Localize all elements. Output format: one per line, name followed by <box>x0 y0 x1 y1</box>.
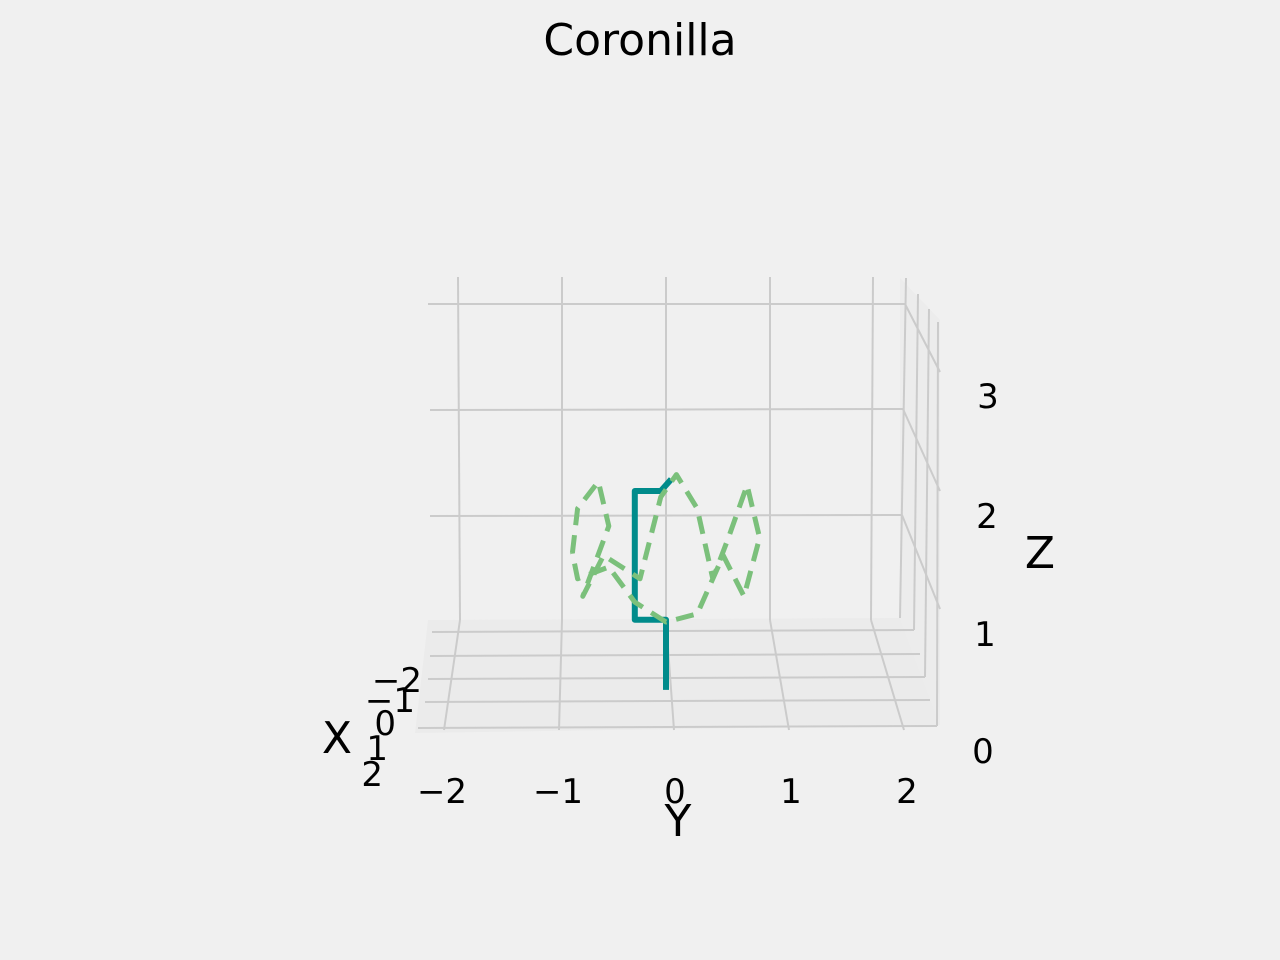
grid-line <box>870 276 874 621</box>
series-layer <box>569 472 763 690</box>
x-tick-labels: −2 −1 0 1 2 <box>361 661 422 795</box>
grid-line <box>429 514 903 517</box>
x-tick-label: 0 <box>374 704 396 744</box>
series-line-2 <box>569 472 763 625</box>
grid-line <box>901 514 941 610</box>
grid-line <box>936 321 939 727</box>
x-axis-label: X <box>322 713 352 764</box>
grid-line <box>899 277 907 619</box>
z-tick-label: 3 <box>977 377 999 417</box>
grid-line <box>431 629 915 633</box>
z-tick-label: 0 <box>972 732 994 772</box>
grid-line <box>424 699 931 703</box>
z-tick-label: 1 <box>974 615 996 655</box>
y-tick-label: −2 <box>417 772 467 812</box>
y-tick-labels: −2 −1 0 1 2 <box>417 772 918 812</box>
grid-line <box>457 276 461 621</box>
grid-line <box>769 619 790 731</box>
y-tick-label: 2 <box>896 772 918 812</box>
grid-line <box>924 308 930 678</box>
axes-panes <box>415 278 940 733</box>
x-tick-label: 1 <box>366 729 388 769</box>
x-tick-label: −1 <box>365 681 415 721</box>
side-pane <box>900 278 940 725</box>
grid-line <box>902 408 941 492</box>
grid-line <box>913 293 919 631</box>
y-axis-label: Y <box>664 796 692 847</box>
x-tick-label: −2 <box>372 661 422 701</box>
y-tick-label: 1 <box>780 772 802 812</box>
grid-line <box>427 676 926 680</box>
chart-title: Coronilla <box>543 15 736 66</box>
z-tick-labels: 0 1 2 3 <box>972 377 999 772</box>
y-tick-label: 0 <box>664 772 686 812</box>
z-axis-label: Z <box>1025 528 1055 579</box>
grid-line <box>429 408 904 411</box>
series-line-1 <box>631 477 674 690</box>
grid-line <box>558 619 563 731</box>
floor-pane <box>415 618 940 733</box>
grid-line <box>417 725 938 729</box>
grid-line <box>904 303 941 373</box>
grid-line <box>443 619 461 731</box>
grid-line <box>429 653 921 657</box>
x-tick-label: 2 <box>361 755 383 795</box>
grid <box>417 276 941 731</box>
grid-line <box>870 619 905 731</box>
z-tick-label: 2 <box>976 497 998 537</box>
y-tick-label: −1 <box>533 772 583 812</box>
